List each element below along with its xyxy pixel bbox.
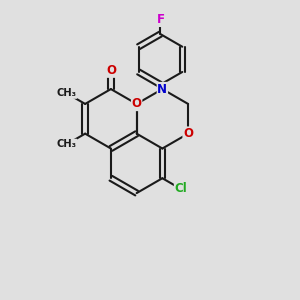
Text: CH₃: CH₃ bbox=[57, 88, 76, 98]
Text: O: O bbox=[132, 98, 142, 110]
Text: O: O bbox=[183, 127, 193, 140]
Text: CH₃: CH₃ bbox=[57, 140, 76, 149]
Text: N: N bbox=[158, 82, 167, 96]
Text: Cl: Cl bbox=[175, 182, 187, 195]
Text: F: F bbox=[156, 13, 164, 26]
Text: O: O bbox=[106, 64, 116, 77]
